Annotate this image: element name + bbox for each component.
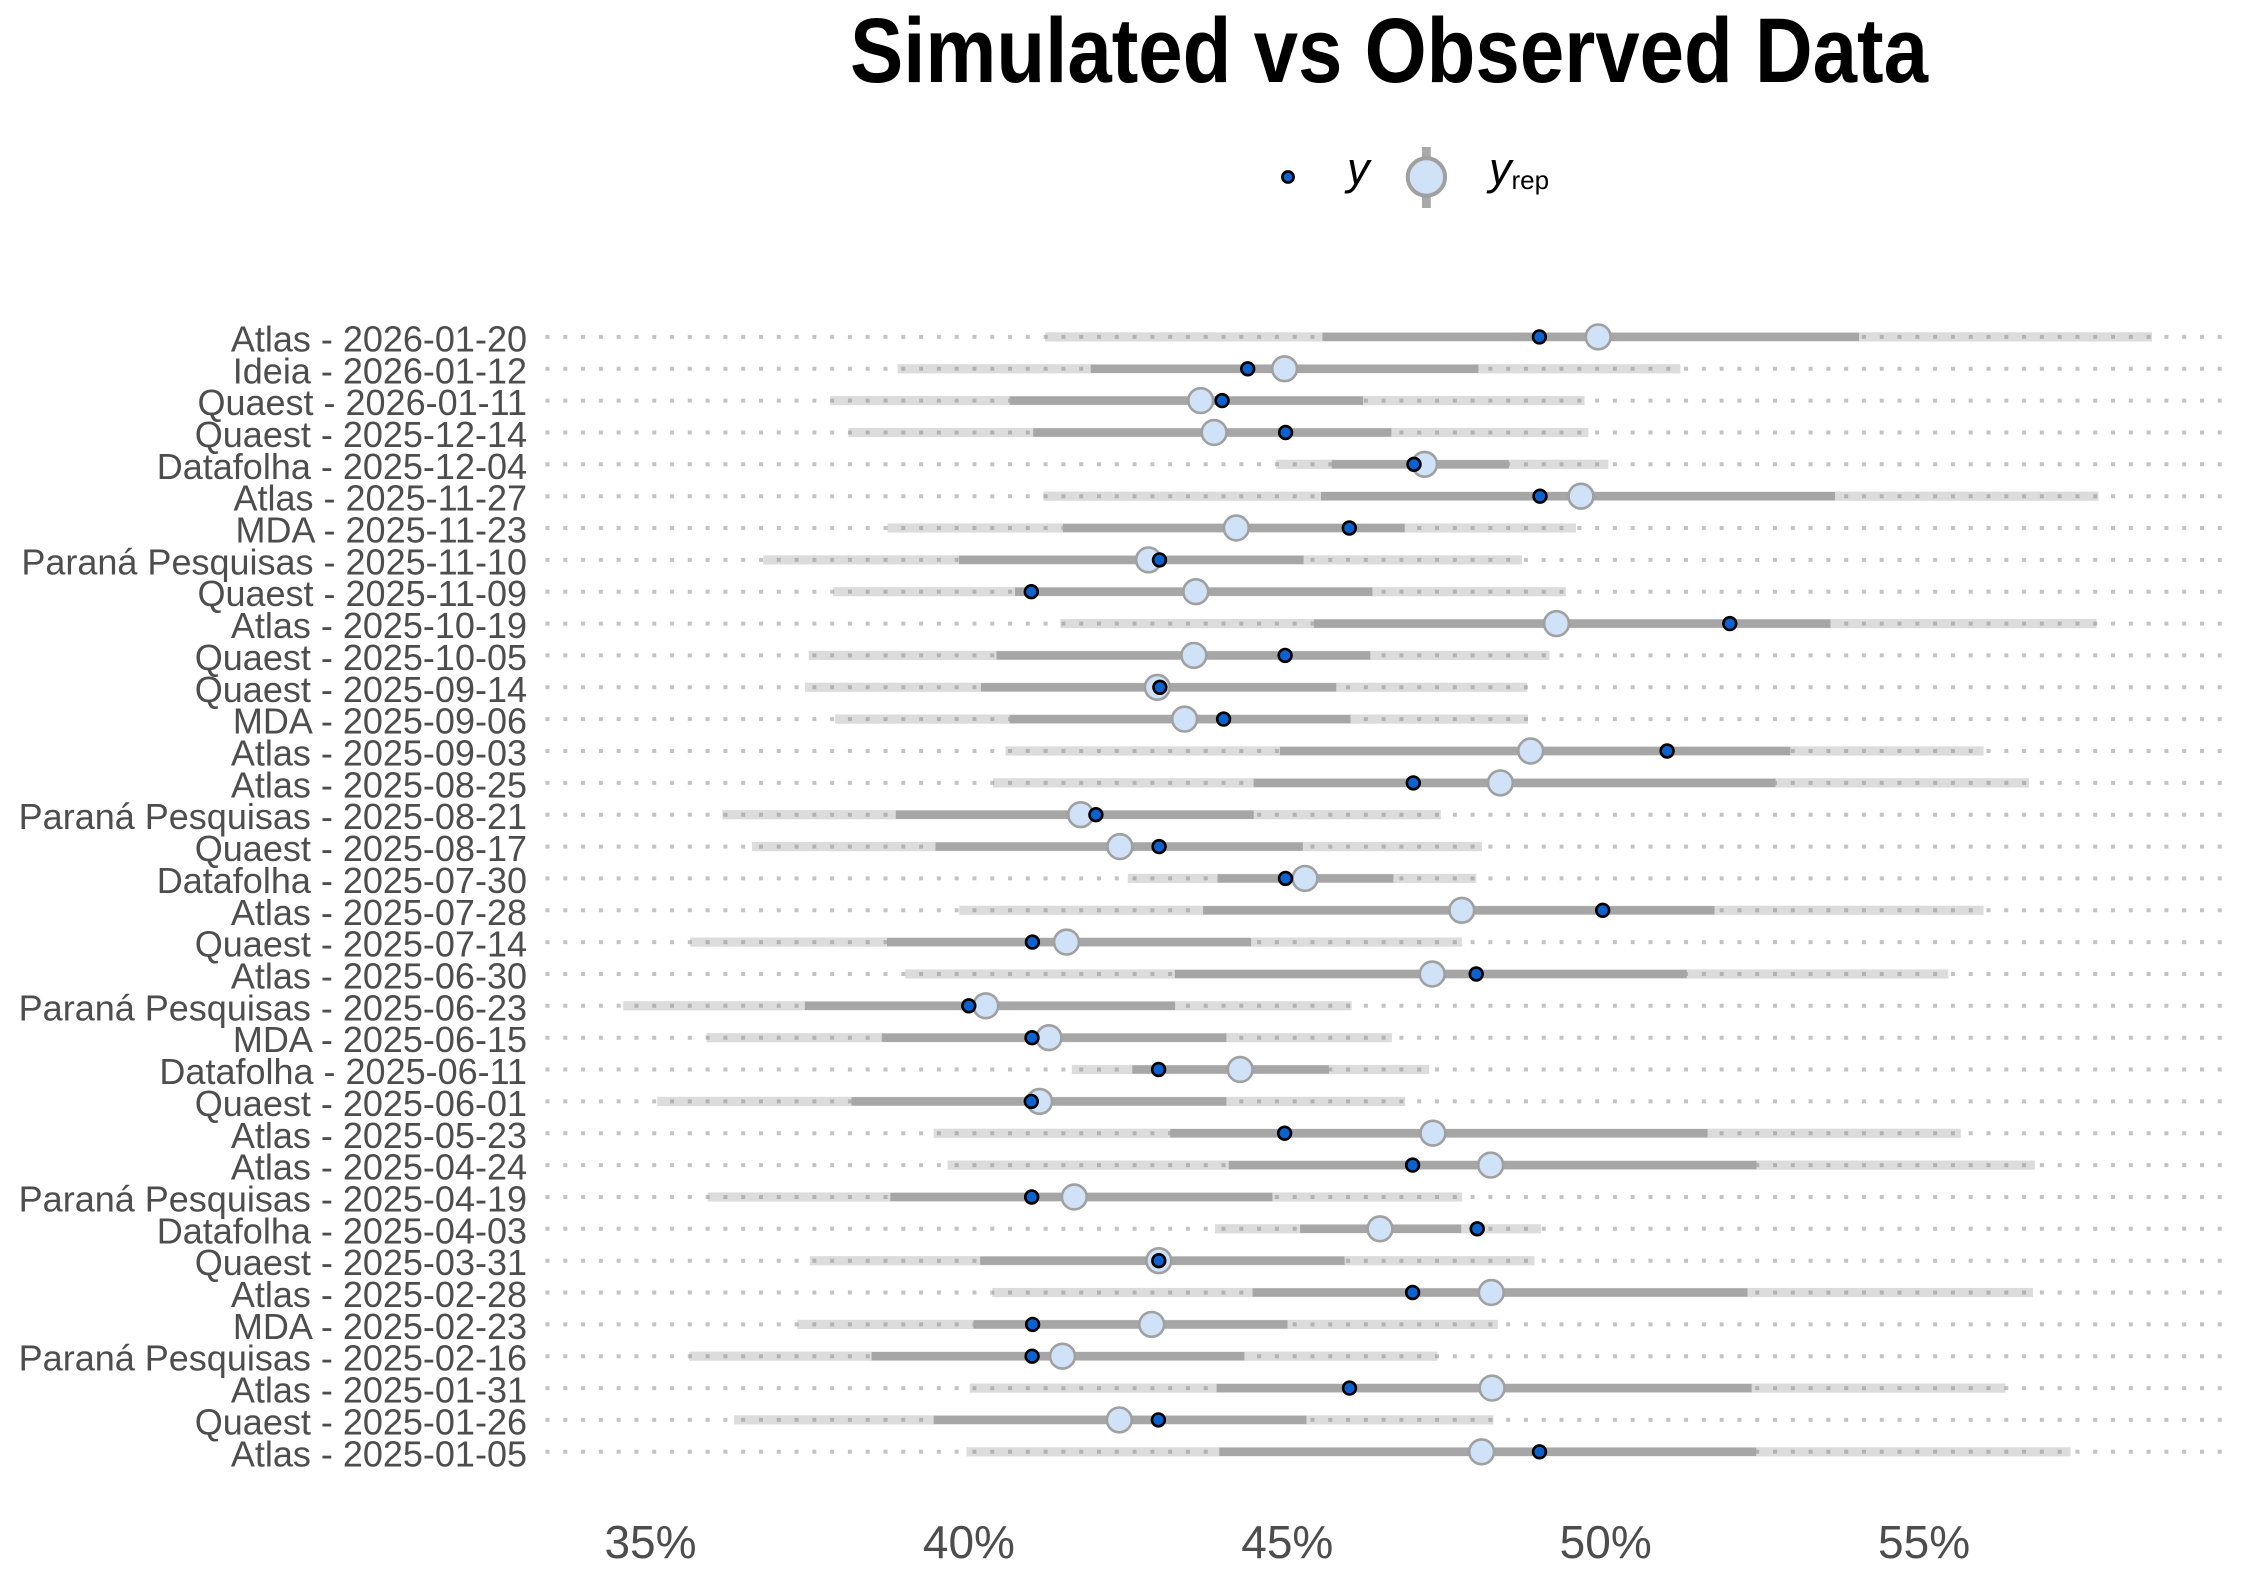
svg-text:Quaest - 2025-09-14: Quaest - 2025-09-14 (195, 669, 527, 710)
svg-text:Ideia - 2026-01-12: Ideia - 2026-01-12 (233, 350, 527, 391)
svg-text:Quaest - 2025-06-01: Quaest - 2025-06-01 (195, 1083, 527, 1124)
svg-text:MDA - 2025-09-06: MDA - 2025-09-06 (233, 701, 527, 742)
svg-text:40%: 40% (923, 1516, 1015, 1568)
svg-text:Atlas - 2025-04-24: Atlas - 2025-04-24 (231, 1147, 527, 1188)
svg-text:Quaest - 2025-03-31: Quaest - 2025-03-31 (195, 1242, 527, 1283)
svg-text:Atlas - 2025-06-30: Atlas - 2025-06-30 (231, 956, 527, 997)
svg-text:Quaest - 2025-11-09: Quaest - 2025-11-09 (197, 573, 527, 614)
svg-text:Atlas - 2025-08-25: Atlas - 2025-08-25 (231, 764, 527, 805)
svg-text:Quaest - 2026-01-11: Quaest - 2026-01-11 (197, 382, 527, 423)
svg-text:Atlas - 2025-10-19: Atlas - 2025-10-19 (231, 605, 527, 646)
svg-text:Atlas - 2025-09-03: Atlas - 2025-09-03 (231, 733, 527, 774)
svg-text:Atlas - 2025-01-31: Atlas - 2025-01-31 (231, 1370, 527, 1411)
svg-text:Datafolha - 2025-06-11: Datafolha - 2025-06-11 (159, 1051, 527, 1092)
svg-text:Atlas - 2025-01-05: Atlas - 2025-01-05 (231, 1433, 527, 1474)
svg-text:Quaest - 2025-08-17: Quaest - 2025-08-17 (195, 828, 527, 869)
svg-text:35%: 35% (604, 1516, 696, 1568)
svg-text:Paraná Pesquisas - 2025-08-21: Paraná Pesquisas - 2025-08-21 (19, 796, 527, 837)
svg-text:Quaest - 2025-10-05: Quaest - 2025-10-05 (195, 637, 527, 678)
svg-text:Quaest - 2025-07-14: Quaest - 2025-07-14 (195, 924, 527, 965)
svg-text:Paraná Pesquisas - 2025-04-19: Paraná Pesquisas - 2025-04-19 (19, 1179, 527, 1220)
svg-text:Atlas - 2025-07-28: Atlas - 2025-07-28 (231, 892, 527, 933)
svg-text:Atlas - 2025-11-27: Atlas - 2025-11-27 (233, 478, 527, 519)
svg-text:50%: 50% (1560, 1516, 1652, 1568)
svg-text:45%: 45% (1241, 1516, 1333, 1568)
svg-text:Simulated vs Observed Data: Simulated vs Observed Data (850, 0, 1929, 102)
svg-text:y: y (1344, 143, 1372, 194)
svg-text:MDA - 2025-02-23: MDA - 2025-02-23 (233, 1306, 527, 1347)
svg-text:MDA - 2025-11-23: MDA - 2025-11-23 (236, 510, 527, 551)
svg-text:Datafolha - 2025-04-03: Datafolha - 2025-04-03 (157, 1210, 527, 1251)
svg-text:MDA - 2025-06-15: MDA - 2025-06-15 (233, 1019, 527, 1060)
svg-text:Paraná Pesquisas - 2025-11-10: Paraná Pesquisas - 2025-11-10 (21, 541, 527, 582)
svg-text:Paraná Pesquisas - 2025-02-16: Paraná Pesquisas - 2025-02-16 (19, 1338, 527, 1379)
svg-text:55%: 55% (1878, 1516, 1970, 1568)
svg-text:Datafolha - 2025-12-04: Datafolha - 2025-12-04 (157, 446, 527, 487)
svg-text:Atlas - 2025-02-28: Atlas - 2025-02-28 (231, 1274, 527, 1315)
svg-text:Datafolha - 2025-07-30: Datafolha - 2025-07-30 (157, 860, 527, 901)
svg-text:Atlas - 2026-01-20: Atlas - 2026-01-20 (231, 318, 527, 359)
svg-text:Quaest - 2025-12-14: Quaest - 2025-12-14 (195, 414, 527, 455)
svg-text:Atlas - 2025-05-23: Atlas - 2025-05-23 (231, 1115, 527, 1156)
svg-text:Quaest - 2025-01-26: Quaest - 2025-01-26 (195, 1401, 527, 1442)
svg-text:Paraná Pesquisas - 2025-06-23: Paraná Pesquisas - 2025-06-23 (19, 987, 527, 1028)
